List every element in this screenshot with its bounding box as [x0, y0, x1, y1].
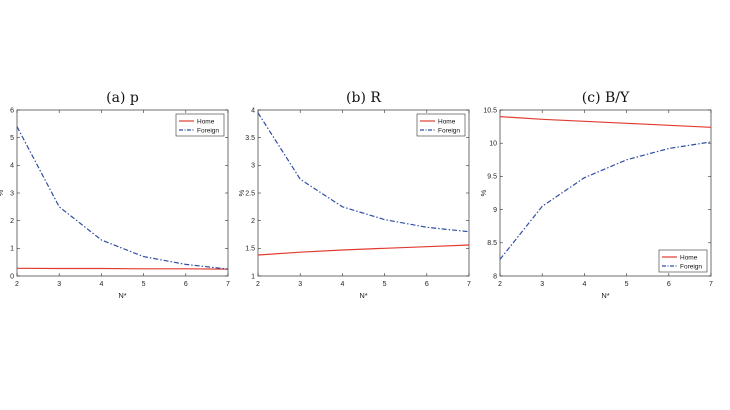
legend-label-foreign: Foreign [197, 127, 219, 134]
x-tick-label: 7 [709, 281, 713, 288]
y-tick-label: 3 [251, 163, 255, 170]
y-tick-label: 8 [493, 273, 497, 280]
y-tick-label: 10.5 [483, 107, 497, 114]
x-axis-label: N* [118, 291, 126, 300]
x-tick-label: 7 [467, 281, 471, 288]
x-tick-label: 3 [540, 281, 544, 288]
x-tick-label: 4 [582, 281, 586, 288]
y-tick-label: 0 [10, 273, 14, 280]
x-tick-label: 6 [184, 281, 188, 288]
series-line-home [16, 267, 229, 270]
y-tick-label: 1.5 [245, 246, 255, 253]
legend: Home Foreign [658, 249, 708, 273]
x-tick-label: 6 [667, 281, 671, 288]
y-tick-label: 4 [10, 163, 14, 170]
series-line-foreign [257, 112, 470, 233]
x-tick-label: 5 [625, 281, 629, 288]
y-axis-label: % [237, 189, 246, 196]
plot-area [499, 109, 712, 277]
panel-c-debt-ratio: (c) B/Y 8 8.5 9 9.5 10 10.5 2 3 4 5 6 7 N*% Home Foreig… [479, 90, 713, 300]
x-tick-label: 3 [57, 281, 61, 288]
x-axis-label: N* [601, 291, 609, 300]
x-tick-label: 2 [15, 281, 19, 288]
chart-title: (c) B/Y [582, 90, 630, 106]
x-tick-label: 7 [226, 281, 230, 288]
x-tick-label: 4 [340, 281, 344, 288]
y-tick-label: 2 [251, 218, 255, 225]
series-line-foreign [16, 126, 229, 270]
x-tick-label: 4 [99, 281, 103, 288]
y-tick-label: 5 [10, 135, 14, 142]
legend: Home Foreign [416, 113, 466, 137]
x-tick-label: 2 [498, 281, 502, 288]
legend-label-home: Home [680, 254, 698, 261]
x-tick-label: 3 [298, 281, 302, 288]
y-tick-label: 9 [493, 207, 497, 214]
y-tick-label: 3.5 [245, 135, 255, 142]
y-tick-label: 4 [251, 107, 255, 114]
y-tick-label: 8.5 [487, 240, 497, 247]
y-tick-label: 2.5 [245, 190, 255, 197]
panel-a-price: (a) p 0 1 2 3 4 5 6 2 3 4 5 6 7 N*% Home Foreign [0, 90, 230, 300]
x-tick-label: 5 [383, 281, 387, 288]
y-tick-label: 10 [489, 141, 497, 148]
y-axis-label: % [479, 189, 488, 196]
chart-title: (b) R [346, 90, 381, 106]
y-tick-label: 2 [10, 218, 14, 225]
legend-label-foreign: Foreign [438, 127, 460, 134]
y-tick-label: 9.5 [487, 174, 497, 181]
y-axis-label: % [0, 189, 5, 196]
y-tick-label: 1 [251, 273, 255, 280]
x-tick-label: 2 [256, 281, 260, 288]
y-tick-label: 3 [10, 190, 14, 197]
chart-title: (a) p [106, 90, 139, 106]
legend-label-foreign: Foreign [680, 263, 702, 270]
series-line-home [257, 244, 470, 256]
y-tick-label: 6 [10, 107, 14, 114]
series-line-foreign [499, 141, 712, 260]
y-tick-label: 1 [10, 246, 14, 253]
series-line-home [499, 116, 712, 128]
x-tick-label: 5 [142, 281, 146, 288]
x-tick-label: 6 [425, 281, 429, 288]
legend-label-home: Home [438, 118, 456, 125]
x-axis-label: N* [359, 291, 367, 300]
legend: Home Foreign [175, 113, 225, 137]
legend-label-home: Home [197, 118, 215, 125]
panel-b-rate: (b) R 1 1.5 2 2.5 3 3.5 4 2 3 4 5 6 7 N*% Home Foreign [237, 90, 471, 300]
